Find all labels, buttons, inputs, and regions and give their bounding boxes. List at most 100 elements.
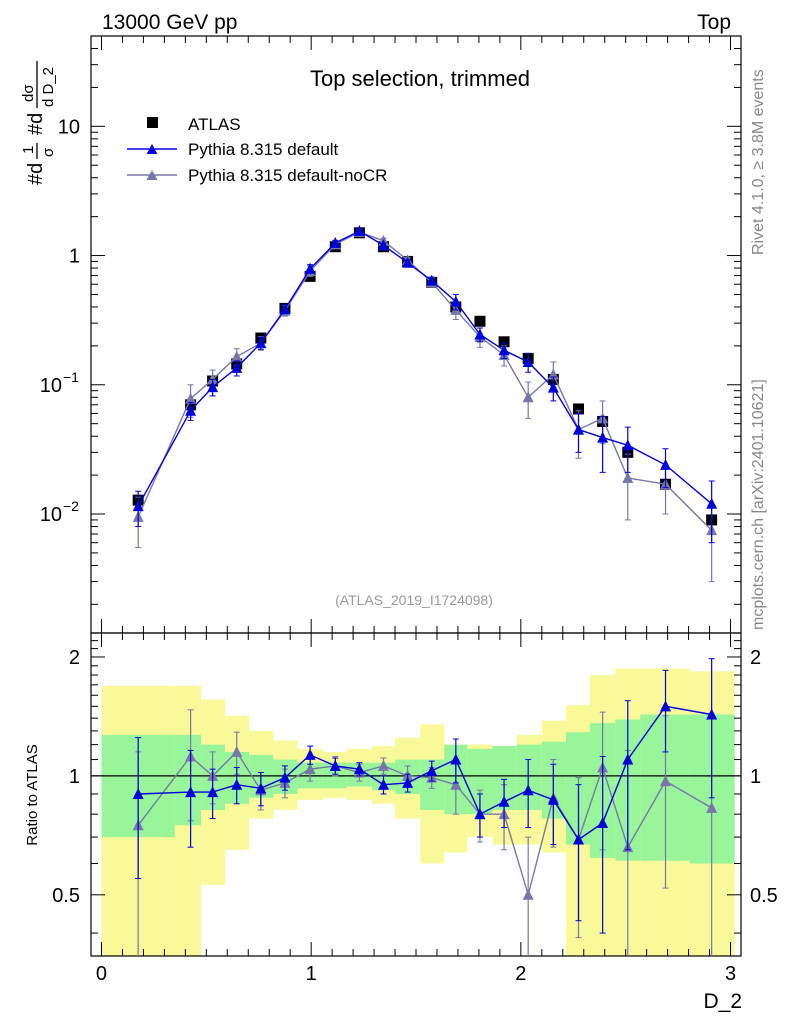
nocr-ratio-point (378, 759, 389, 771)
nocr-point (231, 350, 243, 362)
default-ratio-point (450, 753, 462, 765)
legend: ATLAS Pythia 8.315 default Pythia 8.315 … (127, 115, 387, 185)
ratio-tick-label: 1 (69, 766, 80, 788)
y-label-h2: #d (25, 113, 47, 135)
x-tick-label: 0 (96, 963, 107, 985)
default-point (353, 224, 365, 236)
nocr-ratio-point (660, 775, 672, 787)
default-point (207, 381, 219, 393)
y-label-num2: dσ (20, 84, 37, 102)
ratio-band-inner-1 (174, 734, 202, 826)
nocr-point (185, 392, 197, 404)
default-ratio-line (138, 705, 712, 841)
default-ratio-point (474, 808, 486, 820)
y-label-den2: d D_2 (40, 67, 57, 107)
default-point (329, 237, 341, 249)
y-tick-label: 10 (58, 116, 80, 138)
default-ratio-point (185, 786, 197, 798)
default-point (597, 431, 609, 443)
default-point (474, 328, 486, 340)
default-point (279, 303, 291, 315)
legend-label-nocr: Pythia 8.315 default-noCR (188, 166, 387, 185)
ratio-tick-label-right: 0.5 (750, 885, 778, 907)
default-ratio-point (402, 776, 414, 788)
default-point (304, 262, 316, 274)
legend-marker-default (146, 144, 158, 154)
default-ratio-point (597, 816, 609, 828)
default-ratio-point (132, 787, 144, 799)
default-ratio-point (622, 753, 634, 765)
x-tick-label: 3 (725, 963, 736, 985)
default-point (706, 497, 718, 509)
ratio-axis-label: Ratio to ATLAS (24, 744, 41, 845)
legend-marker-atlas (147, 117, 158, 128)
ratio-band-inner-15 (516, 744, 542, 810)
analysis-reference: (ATLAS_2019_I1724098) (335, 592, 493, 608)
default-ratio-point (304, 748, 316, 760)
y-label-h1: #d (25, 163, 47, 185)
main-series (132, 224, 718, 583)
header-energy: 13000 GeV pp (102, 11, 237, 34)
default-point (498, 344, 510, 356)
legend-label-atlas: ATLAS (188, 115, 241, 134)
nocr-ratio-point (706, 801, 718, 813)
legend-label-default: Pythia 8.315 default (188, 140, 339, 159)
nocr-point (622, 471, 634, 483)
default-point (255, 337, 267, 349)
atlas-point (474, 315, 486, 327)
x-tick-label: 2 (515, 963, 526, 985)
ratio-tick-label-right: 1 (750, 766, 761, 788)
side-rivet-text: Rivet 4.1.0, ≥ 3.8M events (750, 69, 767, 255)
plot-title: Top selection, trimmed (310, 66, 530, 91)
default-point (660, 458, 672, 470)
default-ratio-point (522, 784, 534, 796)
atlas-point (498, 336, 510, 348)
default-ratio-point (660, 700, 672, 712)
default-point (450, 295, 462, 307)
default-ratio-point (279, 771, 291, 783)
default-point (378, 239, 389, 251)
ratio-series (132, 658, 718, 956)
default-point (426, 274, 438, 286)
y-tick-label: 1 (69, 246, 80, 268)
y-tick-label: 10 (40, 375, 62, 397)
ratio-bands (101, 668, 735, 956)
default-ratio-point (255, 782, 267, 794)
default-ratio-point (378, 778, 389, 790)
side-mcplots-text: mcplots.cern.ch [arXiv:2401.10621] (750, 379, 767, 630)
default-point (547, 381, 559, 393)
default-point (402, 256, 414, 268)
default-ratio-point (498, 795, 510, 807)
default-point (573, 423, 584, 435)
y-tick-exponent: −2 (63, 498, 79, 514)
nocr-ratio-point (450, 778, 462, 790)
nocr-ratio-point (231, 745, 243, 757)
nocr-line (137, 231, 713, 531)
y-axis-label: #d 1 σ #d dσ d D_2 (20, 61, 57, 185)
default-line (137, 230, 713, 507)
default-ratio-point (207, 786, 219, 798)
y-tick-label: 10 (40, 504, 62, 526)
atlas-point (573, 403, 584, 415)
default-point (622, 439, 634, 451)
default-ratio-point (706, 708, 718, 720)
default-point (132, 500, 144, 512)
y-label-den1: σ (40, 147, 57, 157)
ratio-tick-label-right: 2 (750, 647, 761, 669)
x-tick-label: 1 (306, 963, 317, 985)
default-point (185, 404, 197, 416)
default-point (231, 361, 243, 373)
nocr-ratio-point (522, 888, 534, 900)
default-ratio-point (573, 833, 584, 845)
ratio-tick-label: 0.5 (52, 885, 80, 907)
y-label-num1: 1 (20, 146, 37, 154)
nocr-point (522, 391, 534, 403)
header-process: Top (697, 11, 731, 34)
default-ratio-point (426, 764, 438, 776)
default-ratio-point (329, 759, 341, 771)
x-axis-label: D_2 (703, 990, 742, 1013)
default-point (522, 356, 534, 368)
default-ratio-point (547, 793, 559, 805)
nocr-ratio-point (304, 763, 316, 775)
